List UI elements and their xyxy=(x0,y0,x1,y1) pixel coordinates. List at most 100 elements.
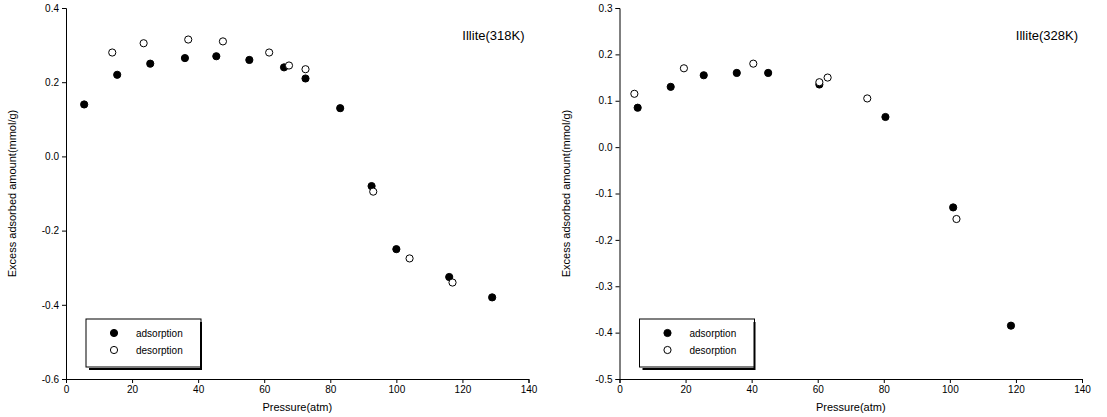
x-tick: 60 xyxy=(813,379,825,395)
x-tick-label: 120 xyxy=(1008,384,1025,395)
data-point xyxy=(302,75,309,82)
legend-box xyxy=(86,319,201,367)
x-tick: 40 xyxy=(747,379,759,395)
data-point xyxy=(950,204,957,211)
legend-shadow xyxy=(643,322,755,369)
y-tick-mark xyxy=(616,333,620,334)
x-tick-label: 120 xyxy=(455,384,472,395)
x-tick: 140 xyxy=(1074,379,1091,395)
data-point xyxy=(733,69,740,76)
x-axis-line xyxy=(67,380,530,384)
y-tick-mark xyxy=(616,379,620,380)
x-tick: 80 xyxy=(879,379,891,395)
x-tick-label: 80 xyxy=(879,384,891,395)
x-tick-mark xyxy=(132,379,133,383)
x-tick-label: 80 xyxy=(325,384,337,395)
x-tick-mark xyxy=(264,379,265,383)
legend-marker xyxy=(110,346,117,353)
y-tick: -0.4 xyxy=(595,327,619,338)
data-point xyxy=(449,279,456,286)
data-point xyxy=(140,40,147,47)
data-point xyxy=(302,66,309,73)
y-tick-mark xyxy=(62,82,66,83)
data-point xyxy=(816,79,823,86)
x-tick-label: 40 xyxy=(193,384,205,395)
data-point xyxy=(667,83,674,90)
y-tick-mark xyxy=(62,8,66,9)
x-tick-mark xyxy=(686,379,687,383)
y-tick: -0.6 xyxy=(42,374,66,385)
legend-box xyxy=(640,319,755,367)
y-tick: 0.0 xyxy=(599,142,620,153)
y-tick-mark xyxy=(62,231,66,232)
chart-panel: 020406080100120140-0.5-0.4-0.3-0.2-0.10.… xyxy=(560,3,1092,413)
data-point xyxy=(81,101,88,108)
x-tick-mark xyxy=(818,379,819,383)
data-point xyxy=(1007,322,1014,329)
legend: adsorptiondesorption xyxy=(640,319,755,369)
y-tick-label: -0.2 xyxy=(42,225,60,236)
data-point xyxy=(246,56,253,63)
data-point xyxy=(213,53,220,60)
x-tick: 80 xyxy=(325,379,337,395)
y-axis-title: Excess adsorbed amount(mmol/g) xyxy=(560,110,572,278)
y-tick-mark xyxy=(62,305,66,306)
data-point xyxy=(631,90,638,97)
x-tick: 120 xyxy=(1008,379,1025,395)
figure: 0 20 40 60 80 100 120 140 -0.6 -0.4 -0.2 0.0 0.2 0.4 P… xyxy=(0,0,1107,417)
data-point xyxy=(147,60,154,67)
data-point xyxy=(700,72,707,79)
x-tick-label: 20 xyxy=(681,384,693,395)
y-axis-title: Excess adsorbed amount(mmol/g) xyxy=(6,110,18,278)
x-tick: 140 xyxy=(521,379,538,395)
data-point xyxy=(824,74,831,81)
data-point xyxy=(750,60,757,67)
x-tick-mark xyxy=(1016,379,1017,383)
data-point xyxy=(489,294,496,301)
x-tick-label: 100 xyxy=(389,384,406,395)
points xyxy=(631,60,1015,329)
x-tick-label: 0 xyxy=(64,384,70,395)
y-tick-label: -0.2 xyxy=(595,235,613,246)
y-tick-label: 0.4 xyxy=(45,3,59,14)
y-tick-mark xyxy=(62,379,66,380)
data-point xyxy=(181,54,188,61)
legend-label: desorption xyxy=(690,345,737,356)
x-tick-label: 60 xyxy=(259,384,271,395)
data-point xyxy=(882,113,889,120)
x-tick-label: 140 xyxy=(1074,384,1091,395)
data-point xyxy=(266,49,273,56)
y-tick: 0.3 xyxy=(599,3,620,14)
x-tick-label: 140 xyxy=(521,384,538,395)
legend-label: adsorption xyxy=(136,328,183,339)
x-tick-label: 60 xyxy=(813,384,825,395)
x-tick-mark xyxy=(1082,379,1083,383)
legend-marker xyxy=(664,329,671,336)
y-tick-mark xyxy=(616,286,620,287)
legend-shadow xyxy=(89,322,201,369)
x-tick: 20 xyxy=(681,379,693,395)
y-tick-mark xyxy=(616,147,620,148)
y-tick-mark xyxy=(616,8,620,9)
y-tick-label: -0.6 xyxy=(42,374,60,385)
y-tick: -0.2 xyxy=(595,235,619,246)
x-axis-title: Pressure(atm) xyxy=(262,401,332,413)
x-tick: 120 xyxy=(455,379,472,395)
x-tick: 40 xyxy=(193,379,205,395)
x-tick: 20 xyxy=(127,379,139,395)
y-tick-label: 0.0 xyxy=(45,151,59,162)
x-tick-label: 0 xyxy=(617,384,623,395)
y-tick-label: 0.1 xyxy=(599,95,613,106)
x-tick-mark xyxy=(529,379,530,383)
x-tick-label: 40 xyxy=(747,384,759,395)
y-tick: 0.2 xyxy=(599,49,620,60)
data-point xyxy=(219,38,226,45)
x-tick: 0 xyxy=(617,379,623,395)
y-tick: 0.1 xyxy=(599,95,620,106)
x-tick-label: 20 xyxy=(127,384,139,395)
y-tick: -0.2 xyxy=(42,225,66,236)
x-tick-mark xyxy=(752,379,753,383)
x-axis: 0 20 40 60 80 100 120 140 xyxy=(64,379,538,395)
data-point xyxy=(953,215,960,222)
y-tick-mark xyxy=(616,101,620,102)
